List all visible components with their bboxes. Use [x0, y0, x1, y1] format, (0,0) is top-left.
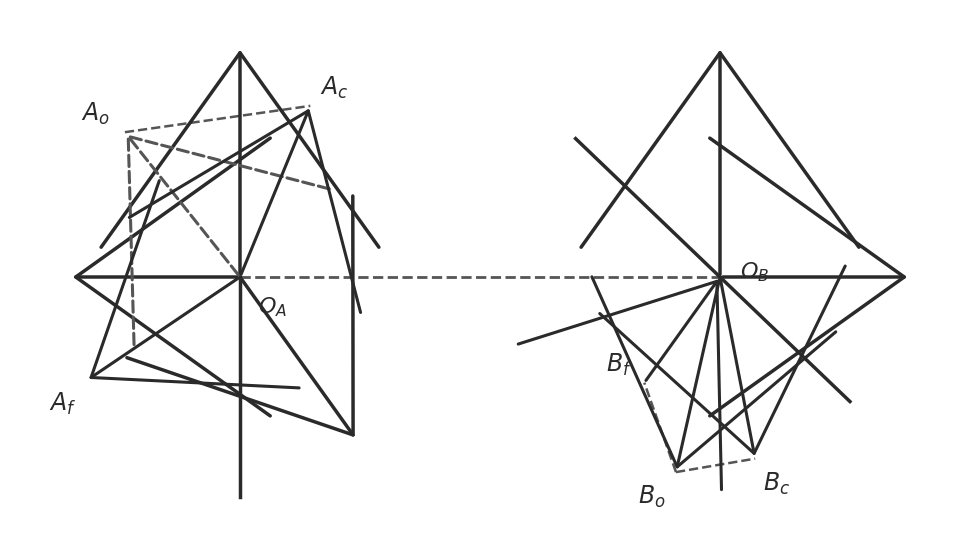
Text: $O_A$: $O_A$ — [258, 295, 287, 319]
Text: $B_c$: $B_c$ — [763, 471, 790, 497]
Text: $B_f$: $B_f$ — [606, 351, 633, 378]
Text: $O_B$: $O_B$ — [740, 260, 769, 284]
Text: $A_f$: $A_f$ — [49, 391, 77, 417]
Text: $A_c$: $A_c$ — [321, 75, 348, 101]
Text: $B_o$: $B_o$ — [638, 484, 666, 510]
Text: $A_o$: $A_o$ — [81, 101, 109, 127]
